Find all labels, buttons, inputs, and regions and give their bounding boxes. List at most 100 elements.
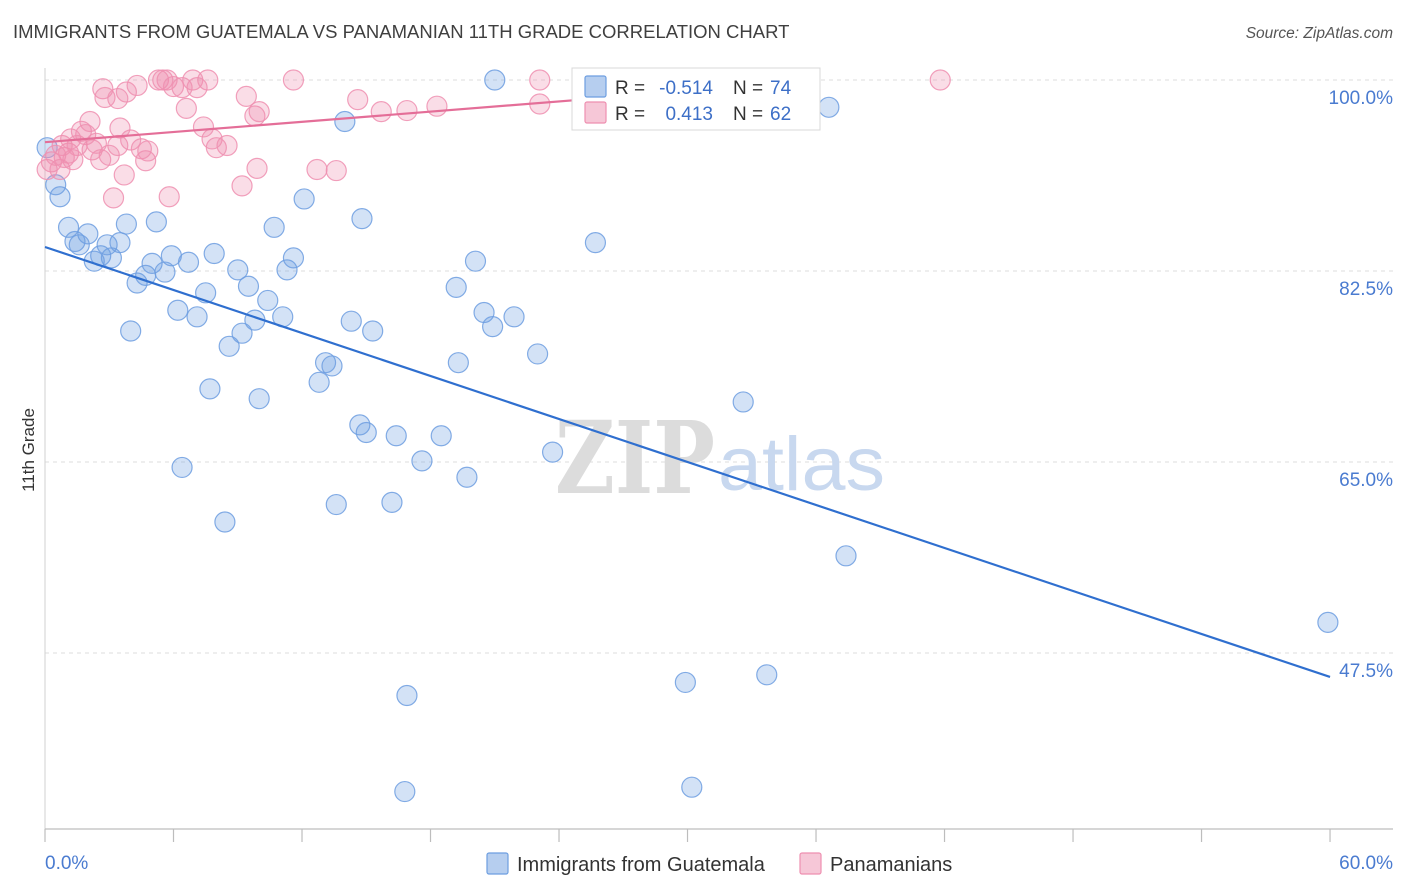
guatemala-n-value: 74 <box>770 78 792 99</box>
guatemala-point <box>154 261 176 283</box>
stats-legend: R = -0.514 N = 74 R = 0.413 N = 62 <box>571 67 821 131</box>
panamanian-point <box>40 151 63 173</box>
guatemala-point <box>681 776 703 798</box>
guatemala-point <box>96 234 118 256</box>
guatemala-point <box>227 259 249 281</box>
guatemala-point <box>321 355 343 377</box>
guatemala-point <box>732 391 754 413</box>
guatemala-point <box>314 352 337 374</box>
guatemala-point <box>411 450 433 472</box>
stats-legend-box <box>571 67 821 131</box>
panamanian-point <box>109 117 131 139</box>
panamanian-points <box>36 69 951 209</box>
guatemala-point <box>218 335 240 357</box>
panamanian-point <box>158 186 180 208</box>
guatemala-point <box>430 425 452 447</box>
guatemala-point <box>396 684 418 707</box>
guatemala-point <box>456 466 478 488</box>
panamanian-point <box>246 157 268 180</box>
guatemala-point <box>381 491 403 513</box>
guatemala-legend-label: Immigrants from Guatemala <box>517 854 766 876</box>
y-tick-label: 100.0% <box>1329 88 1394 109</box>
guatemala-point <box>484 69 506 91</box>
x-tick-label-max: 60.0% <box>1339 853 1393 874</box>
panamanian-n-value: 62 <box>770 104 791 125</box>
series-legend: Immigrants from Guatemala Panamanians <box>486 852 952 876</box>
guatemala-r-value: -0.514 <box>659 78 713 99</box>
panamanian-point <box>205 137 227 159</box>
panamanian-point <box>216 134 238 157</box>
x-axis-ticks <box>44 829 1331 842</box>
guatemala-point <box>584 232 607 254</box>
panamanian-point <box>370 101 392 123</box>
guatemala-point <box>394 780 416 803</box>
guatemala-point <box>115 213 137 235</box>
guatemala-point <box>351 208 373 230</box>
panamanian-point <box>171 77 193 99</box>
panamanian-point <box>102 187 125 209</box>
guatemala-point <box>674 671 696 694</box>
panamanian-point <box>197 69 219 91</box>
panamanian-point <box>529 69 551 91</box>
guatemala-point <box>177 251 200 273</box>
n-label: N = <box>733 78 763 99</box>
n-label: N = <box>733 104 763 125</box>
guatemala-point <box>1317 611 1339 634</box>
panamanian-point <box>126 74 148 97</box>
guatemala-point <box>186 306 208 328</box>
watermark-atlas: atlas <box>718 422 885 507</box>
panamanian-point <box>107 87 129 110</box>
panamanian-point <box>347 89 369 111</box>
panamanian-point <box>92 78 114 100</box>
guatemala-point <box>68 234 90 256</box>
y-tick-label: 47.5% <box>1339 661 1393 682</box>
panamanian-legend-swatch <box>584 101 607 124</box>
panamanian-point <box>192 116 215 138</box>
panamanian-point <box>231 175 253 197</box>
panamanian-point <box>79 110 101 133</box>
guatemala-points <box>36 69 1339 803</box>
panamanian-point <box>186 77 208 99</box>
guatemala-point <box>195 282 217 304</box>
guatemala-point <box>282 247 305 269</box>
panamanian-point <box>175 97 197 119</box>
panamanian-legend-label: Panamanians <box>830 854 952 876</box>
panamanian-point <box>306 158 328 181</box>
guatemala-point <box>145 211 167 233</box>
guatemala-point <box>293 188 315 210</box>
guatemala-point <box>231 322 253 344</box>
guatemala-point <box>248 388 270 410</box>
guatemala-point <box>49 186 71 208</box>
panamanian-legend-swatch <box>799 852 822 875</box>
r-label: R = <box>615 104 645 125</box>
panamanian-point <box>162 75 185 98</box>
panamanian-point <box>113 164 135 186</box>
guatemala-point <box>263 216 285 238</box>
panamanian-point <box>115 81 137 103</box>
panamanian-point <box>396 99 418 122</box>
source-label: Source: ZipAtlas.com <box>1246 25 1393 42</box>
guatemala-point <box>482 316 504 338</box>
guatemala-point <box>835 545 857 567</box>
guatemala-point <box>109 232 131 254</box>
guatemala-point <box>57 216 80 238</box>
guatemala-point <box>385 425 407 447</box>
y-axis-title: 11th Grade <box>19 408 38 492</box>
watermark: ZIP atlas <box>555 399 885 517</box>
guatemala-point <box>120 320 142 342</box>
guatemala-point <box>362 320 384 342</box>
guatemala-point <box>447 352 469 374</box>
guatemala-point <box>77 223 99 245</box>
panamanian-point <box>325 159 347 182</box>
guatemala-legend-swatch <box>584 75 607 98</box>
guatemala-trend-line <box>44 245 1331 679</box>
guatemala-point <box>541 441 564 463</box>
guatemala-point <box>126 272 148 294</box>
guatemala-point <box>276 259 298 281</box>
guatemala-point <box>167 299 189 321</box>
r-label: R = <box>615 78 645 99</box>
panamanian-point <box>235 85 257 107</box>
panamanian-point <box>62 149 84 171</box>
guatemala-point <box>503 306 525 328</box>
